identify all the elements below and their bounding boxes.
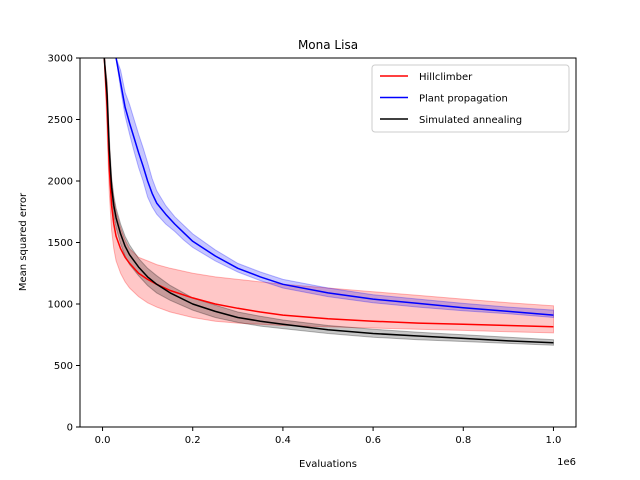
y-tick-label-2: 1000 [48, 300, 73, 311]
y-tick-label-6: 3000 [48, 54, 73, 65]
x-tick-label-3: 0.6 [365, 435, 381, 446]
legend-box [371, 64, 570, 133]
y-tick-label-3: 1500 [48, 238, 73, 249]
x-tick-label-1: 0.2 [185, 435, 201, 446]
y-axis-ticks: 0 500 1000 1500 2000 2500 3000 [48, 54, 80, 434]
band-series-1 [115, 57, 554, 319]
series-lines [103, 57, 554, 344]
legend-label-0: Hillclimber [419, 72, 473, 83]
band-series-0 [103, 57, 554, 334]
x-tick-label-5: 1.0 [546, 435, 562, 446]
y-tick-label-1: 500 [54, 361, 73, 372]
legend-label-2: Simulated annealing [419, 115, 522, 126]
x-axis-scale-label: 1e6 [557, 457, 576, 468]
x-tick-label-2: 0.4 [275, 435, 291, 446]
line-series-1 [115, 57, 554, 316]
chart-title: Mona Lisa [298, 38, 358, 52]
x-axis-ticks: 0.0 0.2 0.4 0.6 0.8 1.0 [95, 427, 562, 446]
line-series-2 [103, 57, 554, 344]
x-tick-label-0: 0.0 [95, 435, 111, 446]
y-tick-label-5: 2500 [48, 115, 73, 126]
y-tick-label-0: 0 [67, 423, 73, 434]
legend: Hillclimber Plant propagation Simulated an… [371, 64, 570, 133]
y-axis-title: Mean squared error [18, 192, 29, 291]
y-tick-label-4: 2000 [48, 177, 73, 188]
x-axis-title: Evaluations [299, 459, 357, 470]
line-series-0 [103, 57, 554, 328]
legend-label-1: Plant propagation [419, 94, 508, 105]
x-tick-label-4: 0.8 [455, 435, 471, 446]
